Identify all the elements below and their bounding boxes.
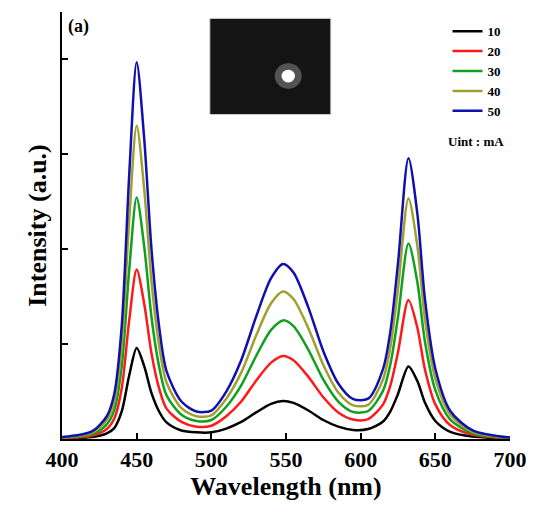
- svg-text:Uint : mA: Uint : mA: [448, 134, 504, 149]
- svg-text:700: 700: [494, 447, 527, 472]
- svg-text:500: 500: [195, 447, 228, 472]
- svg-text:550: 550: [270, 447, 303, 472]
- svg-text:450: 450: [120, 447, 153, 472]
- svg-text:650: 650: [419, 447, 452, 472]
- svg-text:10: 10: [488, 24, 501, 39]
- svg-text:50: 50: [488, 104, 501, 119]
- svg-text:40: 40: [488, 84, 501, 99]
- svg-text:30: 30: [488, 64, 501, 79]
- svg-text:(a): (a): [68, 16, 89, 37]
- svg-text:20: 20: [488, 44, 501, 59]
- svg-text:Intensity (a.u.): Intensity (a.u.): [23, 144, 52, 307]
- svg-text:600: 600: [344, 447, 377, 472]
- svg-text:400: 400: [46, 447, 79, 472]
- svg-text:Wavelength (nm): Wavelength (nm): [190, 472, 381, 501]
